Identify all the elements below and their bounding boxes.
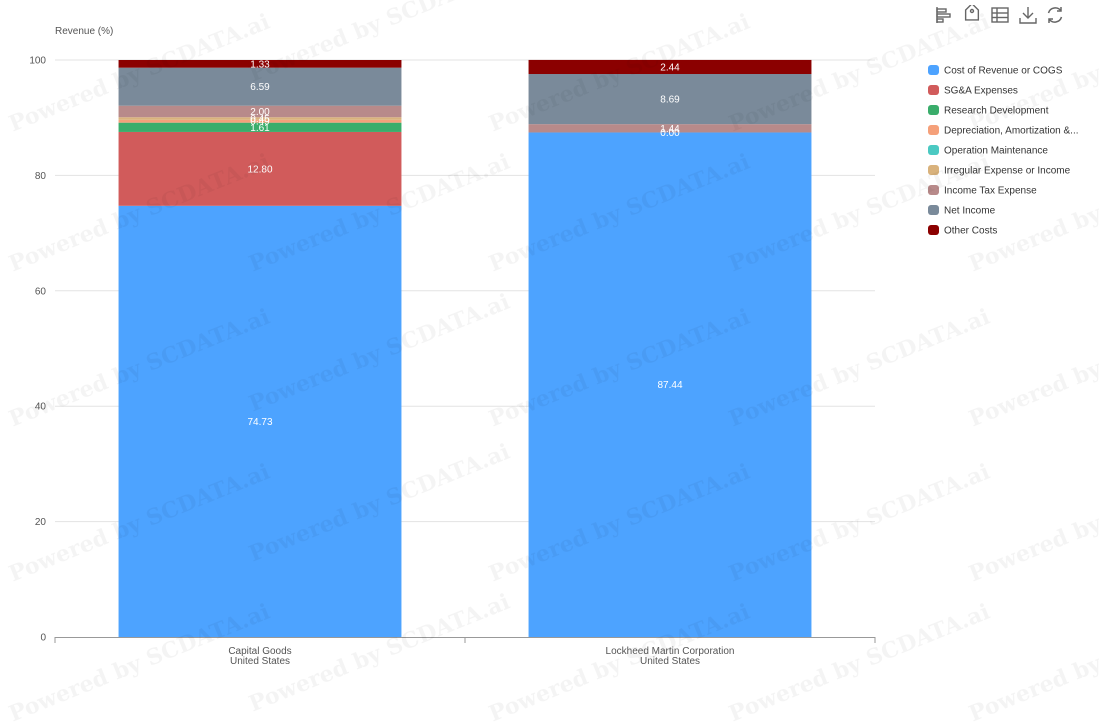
x-tick-label: United States <box>230 656 290 667</box>
bar-segment[interactable] <box>118 122 402 132</box>
legend-item[interactable]: SG&A Expenses <box>928 85 1018 97</box>
bar-segment[interactable] <box>528 124 812 133</box>
legend-item[interactable]: Operation Maintenance <box>928 145 1048 157</box>
y-tick-label: 20 <box>35 517 47 528</box>
legend-label: Other Costs <box>944 226 997 237</box>
legend-swatch <box>928 65 939 75</box>
legend-item[interactable]: Net Income <box>928 205 996 217</box>
x-tick-label: United States <box>640 656 700 667</box>
legend-label: SG&A Expenses <box>944 86 1018 97</box>
legend-item[interactable]: Cost of Revenue or COGS <box>928 65 1063 77</box>
bar-data-label: 1.44 <box>660 124 680 135</box>
legend-label: Net Income <box>944 206 996 217</box>
bar-data-label: 8.69 <box>660 95 680 106</box>
legend-swatch <box>928 225 939 235</box>
bar-data-label: 0.45 <box>250 114 270 125</box>
legend-item[interactable]: Research Development <box>928 105 1049 117</box>
y-axis-label: Revenue (%) <box>55 26 113 37</box>
legend-swatch <box>928 185 939 195</box>
download-icon[interactable] <box>1018 5 1038 25</box>
data-labels: 74.73 12.80 1.610.490.452.00 6.59 1.33 87.44 0… <box>247 59 682 428</box>
legend-item[interactable]: Other Costs <box>928 225 997 237</box>
bar-data-label: 87.44 <box>657 380 682 391</box>
bar-segment[interactable] <box>118 67 402 106</box>
bar-segment[interactable] <box>118 105 402 118</box>
refresh-icon[interactable] <box>1045 5 1065 25</box>
bar-data-label: 74.73 <box>247 417 272 428</box>
legend-swatch <box>928 205 939 215</box>
y-tick-label: 60 <box>35 286 47 297</box>
bar-chart-icon[interactable] <box>934 5 954 25</box>
legend-swatch <box>928 85 939 95</box>
chart-toolbar <box>934 2 1065 27</box>
chart: 74.73 12.80 1.610.490.452.00 6.59 1.33 87.44 0… <box>29 26 1079 667</box>
legend-item[interactable]: Depreciation, Amortization &... <box>928 125 1079 137</box>
bar-data-label: 6.59 <box>250 82 270 93</box>
bar-data-label: 2.00 <box>250 107 270 118</box>
legend-label: Depreciation, Amortization &... <box>944 126 1079 137</box>
bar-segment[interactable] <box>118 60 402 68</box>
bar-data-label: 12.80 <box>247 164 272 175</box>
legend: Cost of Revenue or COGS SG&A Expenses Rese… <box>928 65 1079 237</box>
bar-segment[interactable] <box>118 131 402 206</box>
y-tick-label: 0 <box>40 633 46 644</box>
legend-swatch <box>928 105 939 115</box>
legend-label: Irregular Expense or Income <box>944 166 1071 177</box>
bar-segment[interactable] <box>118 119 402 123</box>
y-tick-label: 80 <box>35 171 47 182</box>
legend-label: Operation Maintenance <box>944 146 1048 157</box>
bar-segment[interactable] <box>528 59 812 75</box>
bar-segment[interactable] <box>118 117 402 120</box>
bar-data-label: 2.44 <box>660 62 680 73</box>
bar-segment[interactable] <box>528 132 812 638</box>
table-icon[interactable] <box>990 5 1010 25</box>
bar-data-label: 1.33 <box>250 59 270 70</box>
x-tick-label: Capital Goods <box>228 646 291 657</box>
bar-segment[interactable] <box>118 205 402 637</box>
legend-item[interactable]: Income Tax Expense <box>928 185 1037 197</box>
legend-label: Cost of Revenue or COGS <box>944 66 1063 77</box>
bar-data-label: 0.49 <box>250 117 270 128</box>
tag-icon[interactable] <box>962 2 982 25</box>
bar-data-label: 0.00 <box>660 128 680 139</box>
bar-data-label: 1.61 <box>250 123 270 134</box>
bar-segment[interactable] <box>528 74 812 125</box>
legend-item[interactable]: Irregular Expense or Income <box>928 165 1071 177</box>
bars <box>118 59 812 638</box>
y-tick-label: 100 <box>29 56 46 67</box>
y-tick-label: 40 <box>35 402 47 413</box>
legend-swatch <box>928 165 939 175</box>
legend-label: Income Tax Expense <box>944 186 1037 197</box>
legend-label: Research Development <box>944 106 1049 117</box>
legend-swatch <box>928 125 939 135</box>
x-tick-label: Lockheed Martin Corporation <box>606 646 735 657</box>
legend-swatch <box>928 145 939 155</box>
